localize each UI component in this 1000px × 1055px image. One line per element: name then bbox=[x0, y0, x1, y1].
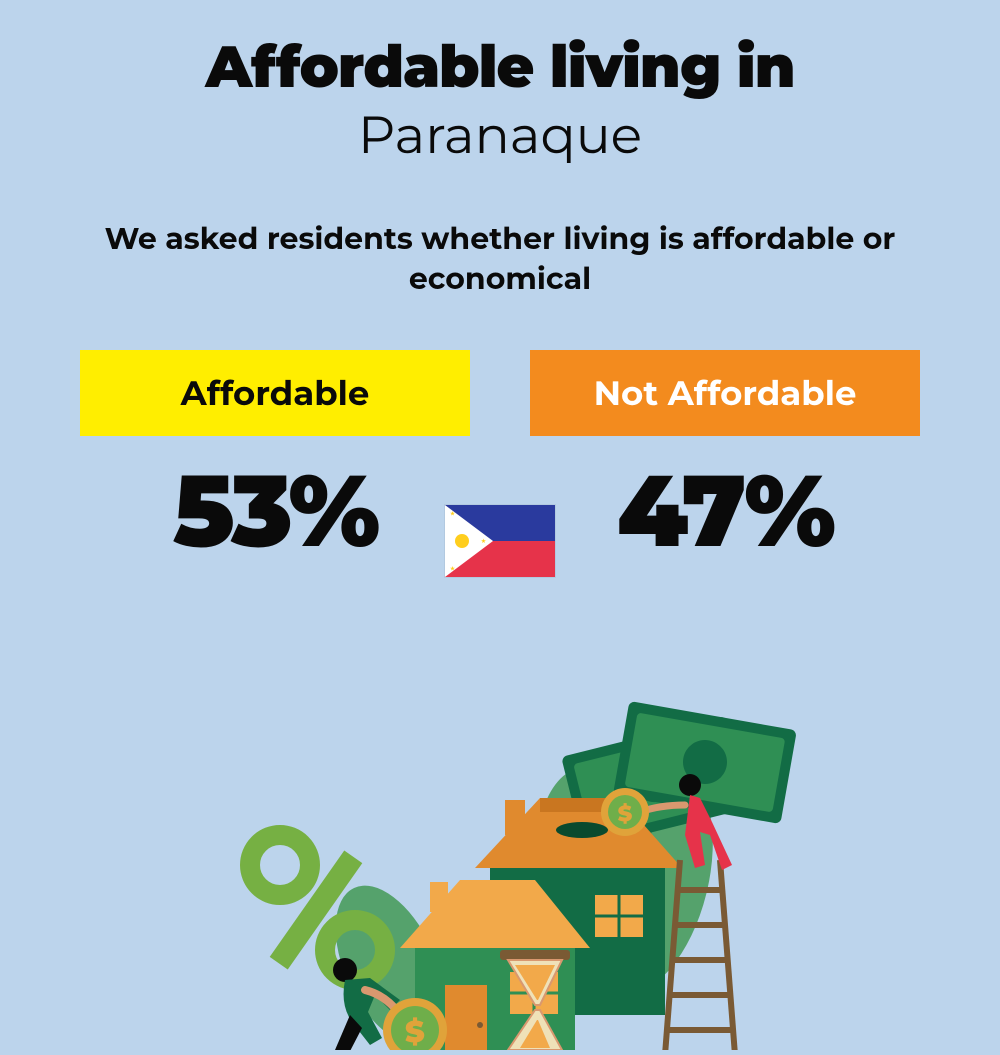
housing-illustration: $ $ bbox=[190, 650, 810, 1050]
philippines-flag-icon bbox=[445, 505, 555, 577]
title-line-1: Affordable living in bbox=[0, 35, 1000, 99]
percentage-not-affordable: 47% bbox=[617, 461, 833, 561]
result-not-affordable: Not Affordable 47% bbox=[530, 350, 920, 561]
svg-text:$: $ bbox=[405, 1013, 425, 1050]
result-affordable: Affordable 53% bbox=[80, 350, 470, 561]
title-line-2: Paranaque bbox=[0, 107, 1000, 164]
percentage-affordable: 53% bbox=[173, 461, 378, 561]
coin-right-icon: $ bbox=[601, 788, 649, 836]
badge-affordable: Affordable bbox=[80, 350, 470, 436]
svg-text:$: $ bbox=[618, 800, 633, 827]
ladder-icon bbox=[665, 860, 735, 1050]
badge-not-affordable: Not Affordable bbox=[530, 350, 920, 436]
survey-subtitle: We asked residents whether living is aff… bbox=[0, 219, 1000, 300]
